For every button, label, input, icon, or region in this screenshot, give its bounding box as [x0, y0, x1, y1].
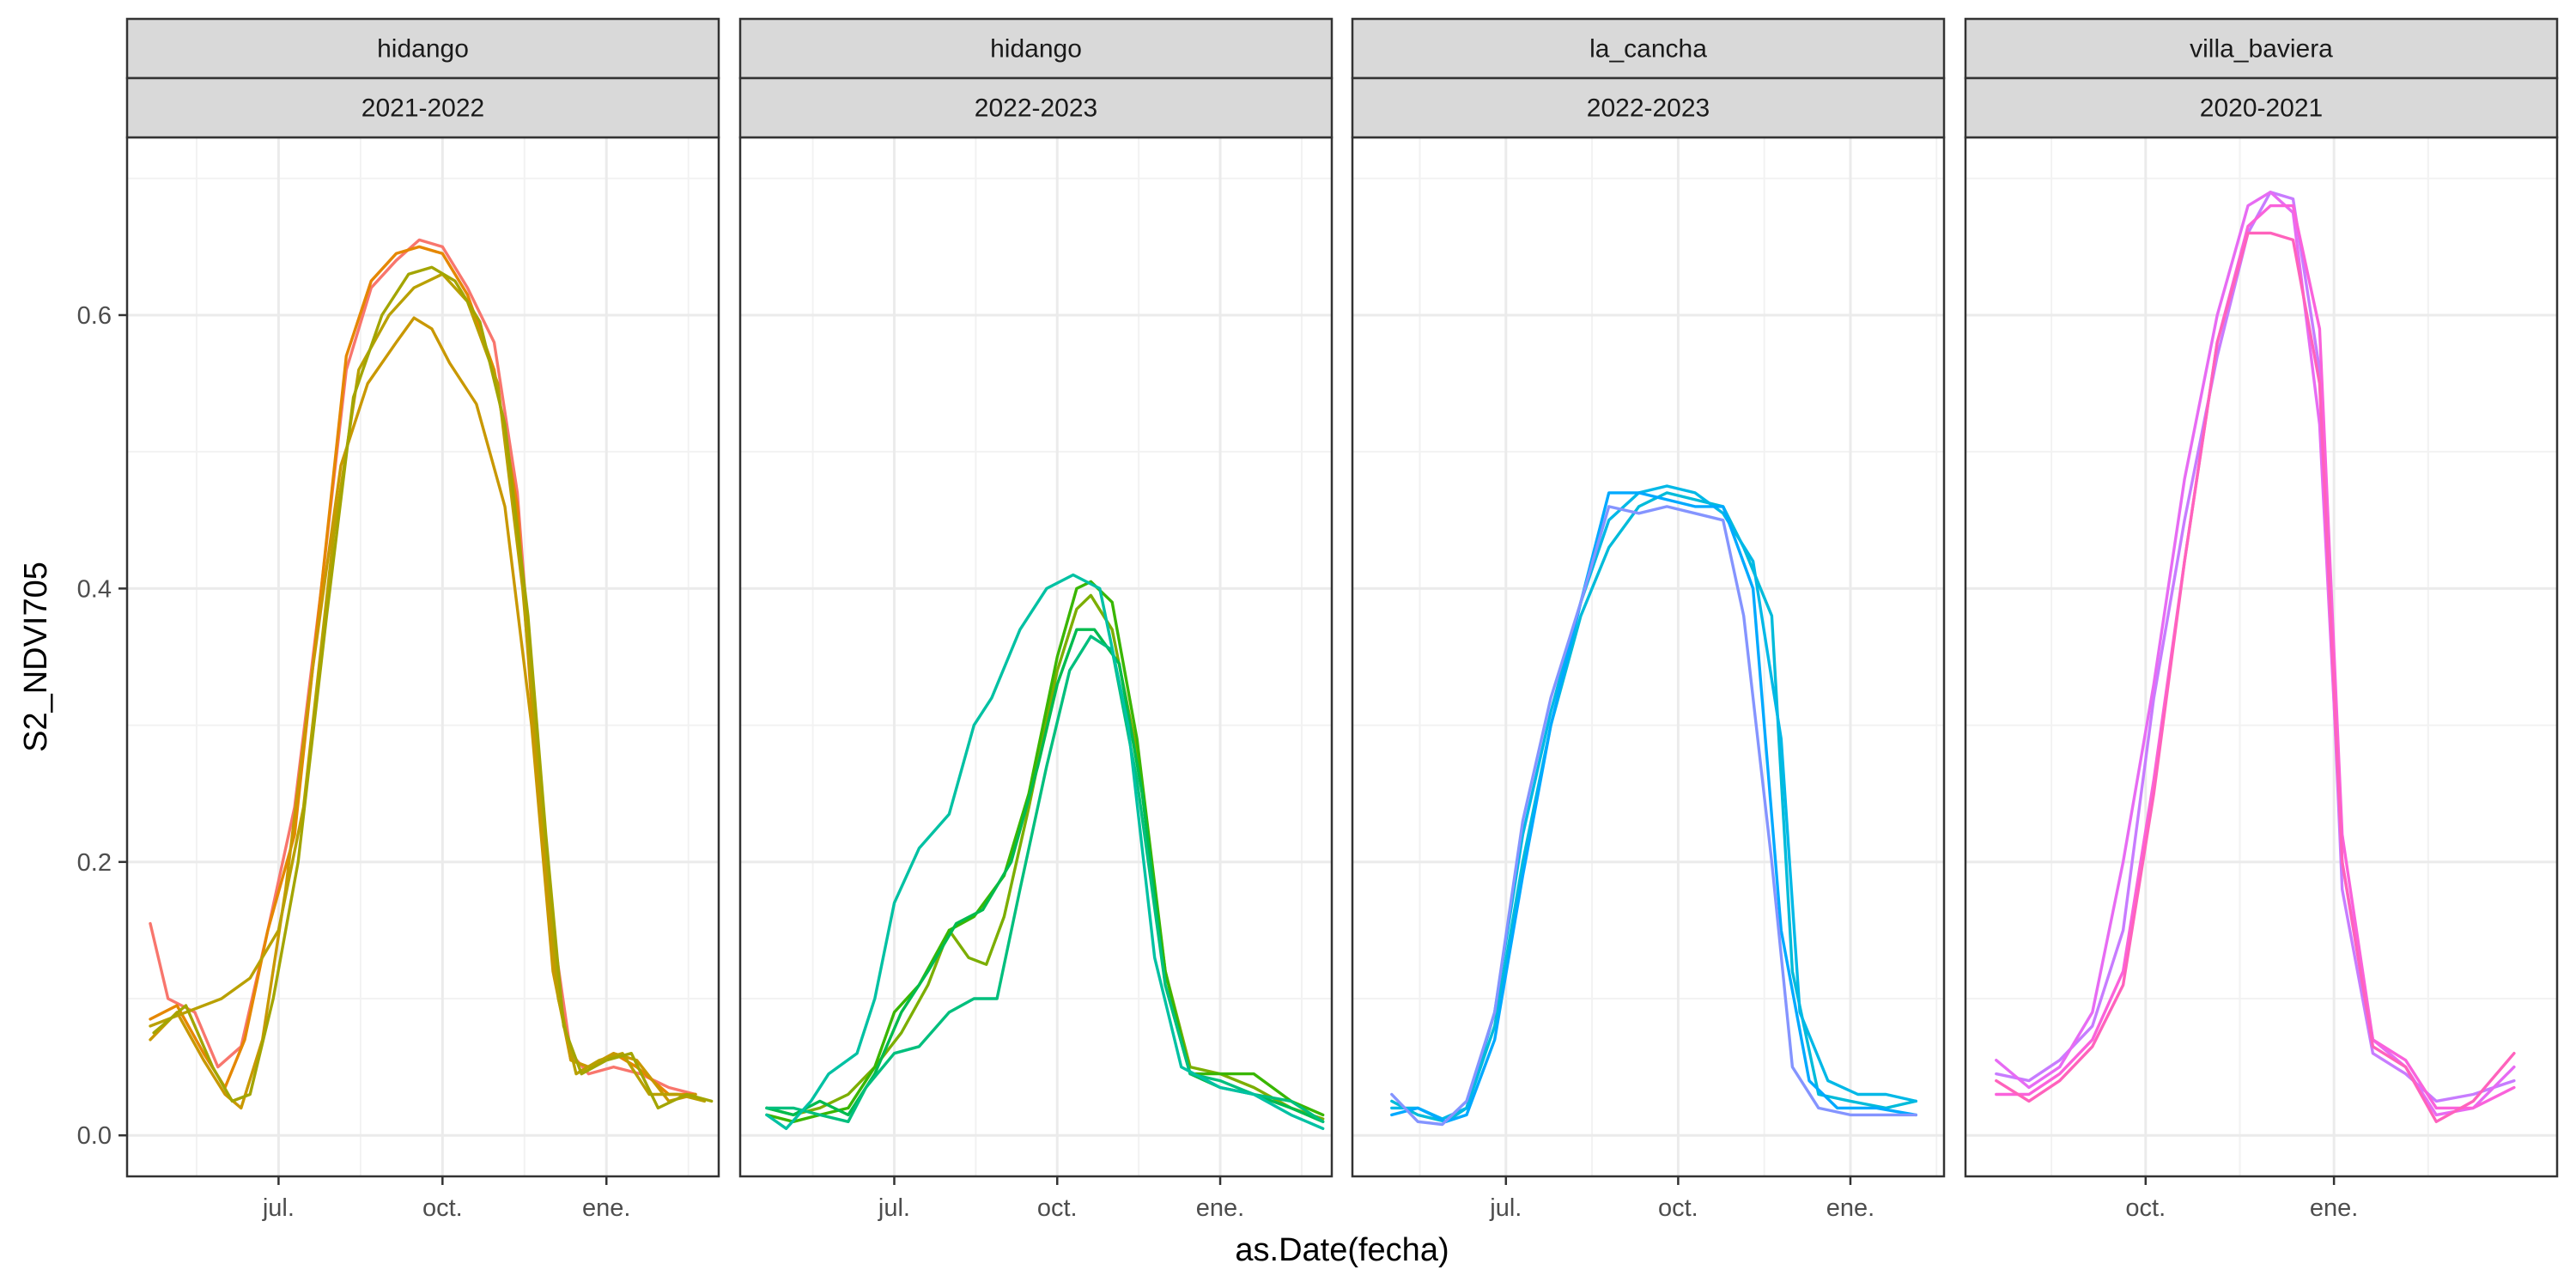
y-tick-label: 0.2	[77, 849, 112, 877]
series-line	[765, 573, 1325, 1131]
facet-strip-site-label: hidango	[990, 35, 1082, 64]
series-line	[149, 272, 707, 1103]
facet-strip-site	[1964, 17, 2559, 80]
facet-strip-season-label: 2022-2023	[975, 94, 1097, 123]
series-line	[1390, 491, 1918, 1124]
series-line	[765, 635, 1325, 1124]
y-tick-label: 0.0	[77, 1122, 112, 1150]
facet-strip-season	[1351, 76, 1946, 139]
panel-background	[1965, 137, 2557, 1176]
series-line	[1390, 484, 1918, 1121]
facet-strip-site	[738, 17, 1334, 80]
x-tick-label: jul.	[878, 1194, 910, 1222]
y-axis: 0.0 0.2 0.4 0.6	[77, 302, 127, 1150]
series-line	[149, 238, 697, 1097]
x-tick-label: oct.	[422, 1194, 463, 1222]
panel-background	[740, 137, 1332, 1176]
panel-background	[127, 137, 719, 1176]
x-tick-label: jul.	[1489, 1194, 1522, 1222]
facet-strip-season	[125, 76, 720, 139]
facet-strip-site	[1351, 17, 1946, 80]
x-tick-label: oct.	[1037, 1194, 1078, 1222]
x-tick-label: ene.	[1196, 1194, 1244, 1222]
facet-strip-season-label: 2022-2023	[1587, 94, 1710, 123]
panels-layer: hidango 2021-2022 jul. oct. ene. hidango 2022-…	[125, 17, 2559, 1222]
x-tick-label: ene.	[582, 1194, 630, 1222]
series-line	[152, 265, 714, 1110]
series-line	[765, 593, 1325, 1121]
facet-panel: villa_baviera 2020-2021 oct. ene.	[1964, 17, 2559, 1222]
series-line	[1995, 204, 2516, 1110]
x-tick-label: oct.	[1658, 1194, 1698, 1222]
facet-strip-season	[1964, 76, 2559, 139]
panel-background	[1352, 137, 1944, 1176]
facet-strip-site-label: villa_baviera	[2190, 35, 2333, 64]
facet-strip-site	[125, 17, 720, 80]
x-tick-label: oct.	[2125, 1194, 2166, 1222]
facet-strip-season-label: 2020-2021	[2200, 94, 2323, 123]
facet-strip-site-label: la_cancha	[1589, 35, 1707, 64]
facet-strip-site-label: hidango	[377, 35, 469, 64]
series-line	[765, 580, 1325, 1124]
y-axis-title: S2_NDVI705	[18, 562, 54, 752]
series-line	[1995, 231, 2516, 1124]
facet-panel: hidango 2022-2023 jul. oct. ene.	[738, 17, 1334, 1222]
facet-panel: la_cancha 2022-2023 jul. oct. ene.	[1351, 17, 1946, 1222]
x-tick-label: ene.	[1826, 1194, 1874, 1222]
y-tick-label: 0.4	[77, 575, 112, 603]
x-axis-title: as.Date(fecha)	[1235, 1232, 1449, 1268]
series-line	[1390, 505, 1918, 1127]
facet-panel: hidango 2021-2022 jul. oct. ene.	[125, 17, 720, 1222]
x-tick-label: ene.	[2310, 1194, 2358, 1222]
facet-strip-season	[738, 76, 1334, 139]
x-tick-label: jul.	[262, 1194, 295, 1222]
y-tick-label: 0.6	[77, 302, 112, 330]
facet-strip-season-label: 2021-2022	[361, 94, 484, 123]
